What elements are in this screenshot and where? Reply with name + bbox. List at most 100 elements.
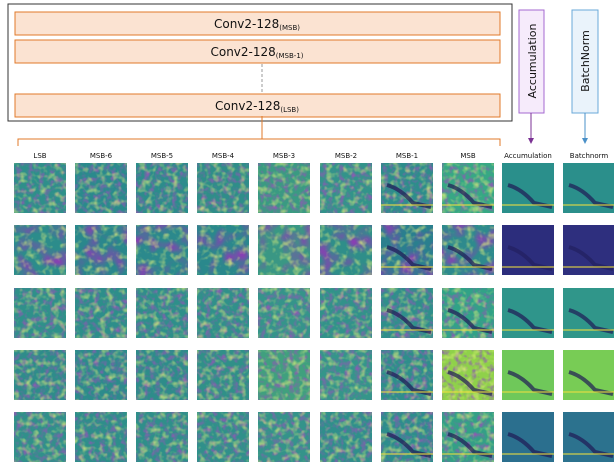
- map-shape: [447, 183, 493, 209]
- feature-map: [197, 350, 249, 400]
- map-shape: [447, 432, 493, 458]
- column-label: MSB-1: [396, 152, 418, 160]
- map-noise: [75, 163, 127, 213]
- map-shape: [386, 183, 432, 209]
- map-shape: [447, 245, 493, 271]
- side-label: BatchNorm: [579, 30, 592, 92]
- map-shape: [507, 183, 553, 209]
- feature-map: [14, 412, 66, 462]
- feature-map: [381, 163, 433, 213]
- conv-sub: (MSB-1): [276, 52, 304, 60]
- feature-map: [136, 288, 188, 338]
- map-noise: [75, 225, 127, 275]
- feature-map: [442, 412, 494, 462]
- conv-label: Conv2-128(MSB-1): [210, 45, 303, 60]
- column-label: MSB-2: [335, 152, 357, 160]
- column-label: Batchnorm: [570, 152, 609, 160]
- feature-map: [197, 225, 249, 275]
- feature-map: [258, 412, 310, 462]
- feature-map: [442, 225, 494, 275]
- map-noise: [258, 163, 310, 213]
- map-shape: [568, 245, 614, 271]
- map-noise: [75, 412, 127, 462]
- feature-map: [320, 163, 372, 213]
- map-shape: [447, 308, 493, 334]
- map-noise: [136, 225, 188, 275]
- map-noise: [258, 412, 310, 462]
- conv-box: [14, 93, 501, 118]
- feature-map: [563, 412, 614, 462]
- column-label: MSB: [460, 152, 475, 160]
- feature-map: [258, 288, 310, 338]
- conv-box: [14, 11, 501, 36]
- feature-map: [381, 350, 433, 400]
- feature-map: [136, 225, 188, 275]
- map-noise: [136, 163, 188, 213]
- map-noise: [75, 350, 127, 400]
- feature-maps: LSB MSB-6 MSB-5 MSB-4 MSB-3 MSB-2 MSB-1 MSB Accu…: [14, 152, 614, 462]
- feature-map: [75, 350, 127, 400]
- side-label: Accumulation: [526, 24, 539, 99]
- map-noise: [320, 225, 372, 275]
- map-noise: [258, 288, 310, 338]
- feature-map: [563, 288, 614, 338]
- map-noise: [136, 288, 188, 338]
- feature-map: [14, 163, 66, 213]
- map-shape: [386, 308, 432, 334]
- feature-map: [75, 412, 127, 462]
- feature-map: [563, 350, 614, 400]
- map-shape: [447, 370, 493, 396]
- map-shape: [507, 370, 553, 396]
- feature-map: [563, 163, 614, 213]
- column-label: MSB-4: [212, 152, 235, 160]
- feature-map: [258, 350, 310, 400]
- feature-map: [14, 288, 66, 338]
- map-noise: [197, 412, 249, 462]
- map-noise: [197, 163, 249, 213]
- outer-frame: [7, 3, 513, 122]
- map-shape: [568, 432, 614, 458]
- feature-map: [197, 412, 249, 462]
- map-shape: [507, 308, 553, 334]
- column-label: MSB-6: [90, 152, 113, 160]
- map-noise: [14, 225, 66, 275]
- map-noise: [75, 288, 127, 338]
- map-shape: [386, 432, 432, 458]
- column-label: Accumulation: [504, 152, 552, 160]
- map-shape: [507, 245, 553, 271]
- map-noise: [320, 163, 372, 213]
- map-shape: [386, 370, 432, 396]
- feature-map: [136, 412, 188, 462]
- feature-map: [381, 288, 433, 338]
- map-noise: [136, 350, 188, 400]
- map-shape: [568, 308, 614, 334]
- map-noise: [14, 350, 66, 400]
- feature-map: [320, 350, 372, 400]
- feature-map: [320, 225, 372, 275]
- map-noise: [258, 225, 310, 275]
- feature-map: [320, 288, 372, 338]
- map-noise: [320, 412, 372, 462]
- conv-label: Conv2-128(MSB): [214, 17, 300, 32]
- feature-map: [502, 412, 554, 462]
- feature-map: [258, 163, 310, 213]
- feature-map: [197, 163, 249, 213]
- feature-map: [381, 225, 433, 275]
- feature-map: [136, 350, 188, 400]
- feature-map: [442, 288, 494, 338]
- map-noise: [320, 288, 372, 338]
- feature-map: [14, 350, 66, 400]
- map-noise: [197, 288, 249, 338]
- feature-map: [442, 163, 494, 213]
- feature-map: [75, 288, 127, 338]
- map-noise: [14, 412, 66, 462]
- feature-map: [381, 412, 433, 462]
- map-shape: [386, 245, 432, 271]
- feature-map: [502, 163, 554, 213]
- feature-map: [502, 350, 554, 400]
- feature-map: [136, 163, 188, 213]
- feature-map: [75, 225, 127, 275]
- map-noise: [136, 412, 188, 462]
